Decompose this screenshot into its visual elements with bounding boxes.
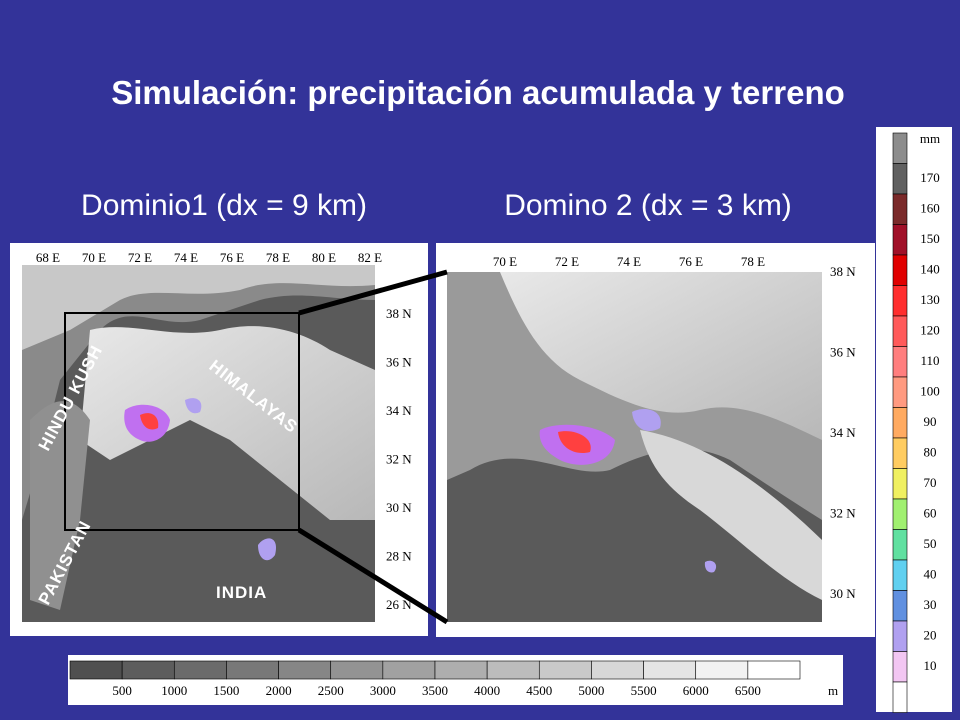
terrain-label: 5500	[631, 683, 657, 698]
terrain-label: 3000	[370, 683, 396, 698]
precip-swatch	[892, 651, 908, 683]
lat-label: 34 N	[830, 425, 856, 440]
terrain-unit: m	[828, 683, 838, 698]
lat-label: 30 N	[830, 586, 856, 601]
terrain-label: 1500	[213, 683, 239, 698]
lon-label: 74 E	[617, 254, 641, 269]
terrain-label: 6500	[735, 683, 761, 698]
terrain-swatch	[173, 660, 227, 680]
heading: Domino 2 (dx = 3 km)	[504, 189, 792, 222]
map-domain-2	[436, 243, 875, 637]
precip-swatch	[892, 590, 908, 622]
terrain-swatch	[434, 660, 488, 680]
precip-swatch	[892, 498, 908, 530]
precip-swatch	[892, 254, 908, 286]
terrain-swatch	[695, 660, 749, 680]
lon-label: 70 E	[493, 254, 517, 269]
legend-unit: mm	[920, 131, 940, 146]
precip-swatch	[892, 285, 908, 317]
terrain-label: 500	[112, 683, 132, 698]
lon-label: 82 E	[358, 250, 382, 265]
precip-swatch	[892, 407, 908, 439]
precip-label: 60	[924, 505, 937, 520]
precip-label: 40	[924, 566, 937, 581]
terrain-label: 2000	[266, 683, 292, 698]
terrain-label: 5000	[578, 683, 604, 698]
precip-legend	[876, 127, 952, 712]
precip-label: 100	[920, 383, 940, 398]
precip-label: 130	[920, 292, 940, 307]
lat-label: 38 N	[830, 264, 856, 279]
terrain-swatch	[486, 660, 540, 680]
precip-label: 30	[924, 597, 937, 612]
precip-label: 80	[924, 444, 937, 459]
terrain-swatch	[278, 660, 332, 680]
terrain-swatch	[382, 660, 436, 680]
terrain-label: 1000	[161, 683, 187, 698]
terrain-swatch	[69, 660, 123, 680]
precip-swatch	[892, 193, 908, 225]
lat-label: 32 N	[386, 452, 412, 467]
precip-swatch	[892, 132, 908, 164]
lat-label: 38 N	[386, 306, 412, 321]
lon-label: 76 E	[679, 254, 703, 269]
precip-label: 50	[924, 536, 937, 551]
terrain-label: 6000	[683, 683, 709, 698]
lat-label: 32 N	[830, 506, 856, 521]
precip-swatch	[892, 620, 908, 652]
terrain-label: 4500	[526, 683, 552, 698]
precip-label: 20	[924, 627, 937, 642]
precip-swatch	[892, 224, 908, 256]
precip-swatch	[892, 681, 908, 713]
terrain-label: 4000	[474, 683, 500, 698]
precip-swatch	[892, 437, 908, 469]
lat-label: 36 N	[386, 355, 412, 370]
terrain-swatch	[226, 660, 279, 680]
precip-label: 170	[920, 170, 940, 185]
lat-label: 28 N	[386, 549, 412, 564]
lon-label: 68 E	[36, 250, 60, 265]
precip-label: 110	[920, 353, 939, 368]
terrain-swatch	[591, 660, 644, 680]
precip-swatch	[892, 376, 908, 408]
terrain-label: 3500	[422, 683, 448, 698]
lon-label: 70 E	[82, 250, 106, 265]
region-label: INDIA	[216, 583, 267, 602]
precip-label: 120	[920, 322, 940, 337]
precip-label: 90	[924, 414, 937, 429]
precip-swatch	[892, 163, 908, 195]
terrain-swatch	[747, 660, 801, 680]
terrain-swatch	[330, 660, 384, 680]
lon-label: 74 E	[174, 250, 198, 265]
lat-label: 36 N	[830, 345, 856, 360]
precip-label: 150	[920, 231, 940, 246]
title: Simulación: precipitación acumulada y te…	[111, 74, 845, 111]
precip-swatch	[892, 346, 908, 378]
map-domain-1: HINDU KUSH HIMALAYAS PAKISTAN INDIA	[10, 243, 428, 636]
lat-label: 34 N	[386, 403, 412, 418]
lon-label: 76 E	[220, 250, 244, 265]
lon-label: 72 E	[128, 250, 152, 265]
precip-label: 10	[924, 658, 937, 673]
terrain-swatch	[121, 660, 175, 680]
lat-label: 30 N	[386, 500, 412, 515]
precip-swatch	[892, 315, 908, 347]
precip-swatch	[892, 559, 908, 591]
precip-swatch	[892, 529, 908, 561]
precip-label: 70	[924, 475, 937, 490]
lon-label: 78 E	[266, 250, 290, 265]
precip-label: 160	[920, 200, 940, 215]
lon-label: 80 E	[312, 250, 336, 265]
lon-label: 78 E	[741, 254, 765, 269]
terrain-swatch	[643, 660, 697, 680]
heading: Dominio1 (dx = 9 km)	[81, 189, 367, 222]
terrain-label: 2500	[318, 683, 344, 698]
precip-label: 140	[920, 261, 940, 276]
lat-label: 26 N	[386, 597, 412, 612]
precip-swatch	[892, 468, 908, 500]
terrain-swatch	[538, 660, 592, 680]
lon-label: 72 E	[555, 254, 579, 269]
